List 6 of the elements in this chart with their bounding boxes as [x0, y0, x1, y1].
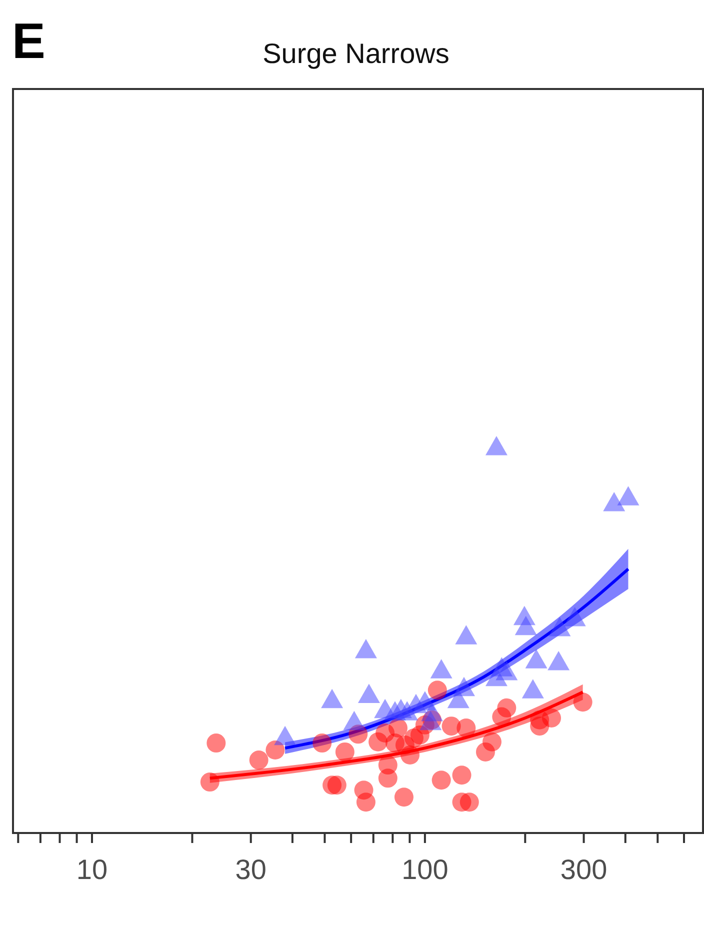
x-tick-label: 10: [76, 854, 108, 885]
chart-title: Surge Narrows: [262, 38, 450, 69]
x-tick-label: 100: [402, 854, 448, 885]
x-tick-label: 300: [560, 854, 608, 885]
text: E: [12, 13, 46, 69]
x-tick-label: 30: [235, 854, 266, 885]
